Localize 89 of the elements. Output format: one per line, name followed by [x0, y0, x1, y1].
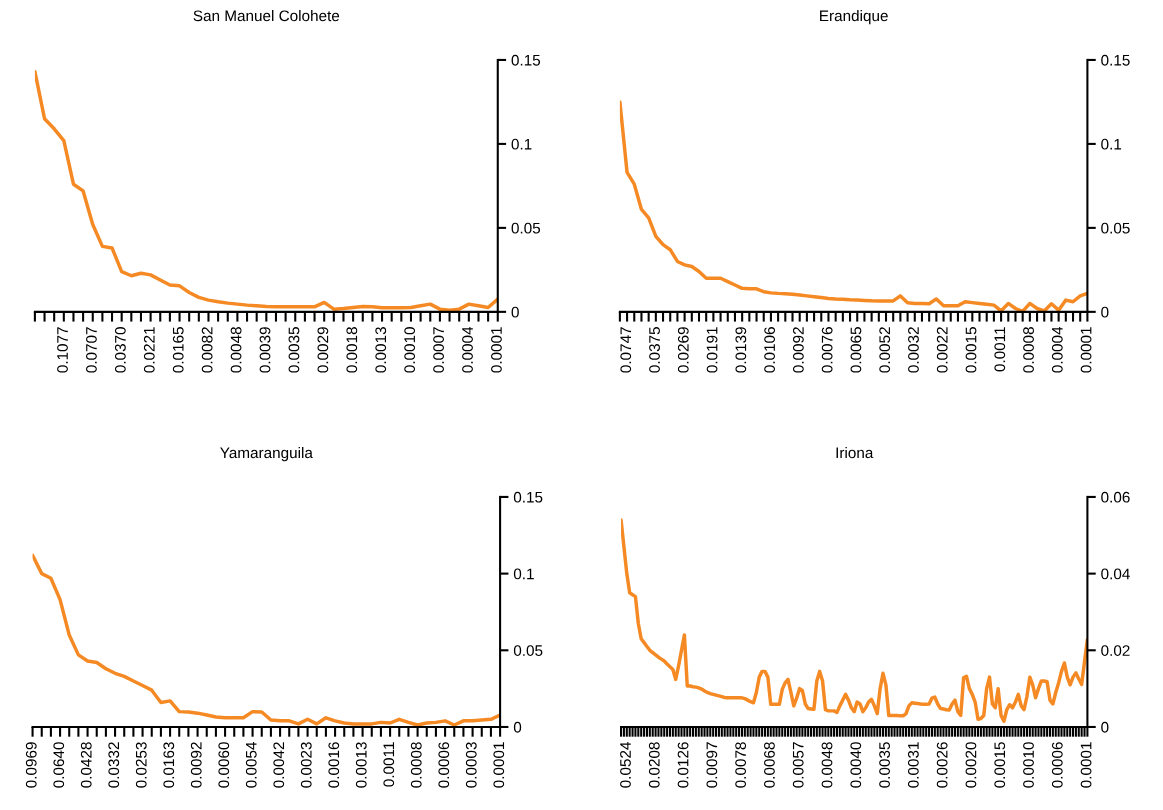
x-tick-label: 0.0126 — [677, 742, 689, 788]
x-tick-label: 0.0092 — [792, 327, 804, 373]
x-tick-label: 0.0054 — [245, 742, 257, 788]
x-tick-label: 0.0042 — [273, 742, 285, 788]
y-tick-label: 0.02 — [1101, 645, 1130, 656]
y-tick-label: 0.15 — [513, 491, 543, 503]
x-tick-label: 0.0524 — [620, 742, 631, 788]
x-tick-label: 0.0370 — [114, 327, 126, 373]
y-tick-label: 0.06 — [1101, 491, 1130, 503]
x-tick-label: 0.0010 — [1023, 742, 1034, 788]
x-tick-label: 0.0029 — [317, 327, 329, 373]
x-tick-label: 0.0001 — [1080, 742, 1092, 788]
x-tick-label: 0.0004 — [462, 326, 473, 373]
x-tick-label: 0.0191 — [706, 327, 718, 373]
x-tick-label: 0.0065 — [850, 327, 862, 373]
x-tick-label: 0.0006 — [1051, 742, 1063, 788]
x-tick-label: 0.0006 — [438, 742, 450, 788]
x-tick-label: 0.0039 — [259, 327, 271, 373]
x-tick-label: 0.0022 — [936, 327, 948, 373]
y-tick-label: 0.05 — [513, 645, 543, 656]
x-tick-label: 0.0020 — [965, 742, 977, 788]
x-tick-label: 0.0208 — [648, 742, 660, 788]
x-tick-label: 0.0640 — [53, 742, 65, 788]
x-tick-label: 0.0747 — [620, 327, 632, 373]
y-tick-label: 0 — [1101, 721, 1109, 733]
x-tick-label: 0.0068 — [764, 742, 775, 788]
chart-title: Erandique — [820, 9, 888, 25]
x-tick-label: 0.0035 — [288, 327, 300, 373]
x-tick-label: 0.0035 — [879, 742, 890, 788]
x-tick-label: 0.0040 — [850, 742, 862, 788]
x-tick-label: 0.0001 — [1080, 327, 1092, 373]
x-tick-label: 0.0026 — [936, 742, 948, 788]
x-tick-label: 0.0221 — [143, 327, 155, 373]
x-tick-label: 0.0048 — [821, 742, 833, 788]
x-tick-label: 0.0428 — [80, 742, 92, 788]
x-tick-label: 0.0018 — [346, 327, 358, 373]
x-tick-label: 0.0052 — [879, 327, 891, 373]
y-tick-label: 0 — [513, 721, 522, 733]
x-tick-label: 0.0032 — [908, 327, 919, 373]
x-tick-label: 0.0011 — [994, 327, 1006, 372]
x-tick-label: 0.0078 — [735, 742, 747, 788]
y-tick-label: 0.04 — [1101, 568, 1130, 580]
x-tick-label: 0.0269 — [677, 327, 689, 373]
x-tick-label: 0.0031 — [907, 742, 919, 788]
x-tick-label: 0.0010 — [404, 327, 416, 373]
x-tick-label: 0.0375 — [649, 327, 660, 373]
x-tick-label: 0.0057 — [792, 742, 804, 788]
chart-title: Yamaranguila — [220, 446, 313, 462]
y-tick-label: 0.05 — [1101, 222, 1130, 234]
x-tick-label: 0.0253 — [135, 742, 147, 788]
x-tick-label: 0.0008 — [410, 742, 422, 788]
y-tick-label: 0 — [1101, 306, 1109, 318]
x-tick-label: 0.0707 — [86, 327, 97, 373]
y-tick-label: 0.05 — [511, 222, 541, 234]
x-tick-label: 0.0015 — [994, 742, 1006, 788]
x-tick-label: 0.0015 — [965, 327, 977, 373]
y-tick-label: 0 — [511, 306, 519, 318]
x-tick-label: 0.0004 — [1051, 326, 1063, 373]
x-tick-label: 0.0106 — [764, 327, 776, 373]
x-tick-label: 0.0003 — [465, 742, 477, 788]
x-tick-label: 0.0163 — [163, 742, 175, 788]
y-tick-label: 0.15 — [511, 54, 541, 66]
y-tick-label: 0.1 — [511, 138, 532, 150]
x-tick-label: 0.0082 — [201, 327, 213, 373]
x-tick-label: 0.0097 — [706, 742, 718, 788]
chart-title: Iriona — [836, 446, 874, 459]
x-tick-label: 0.0016 — [328, 742, 340, 788]
x-tick-label: 0.0092 — [190, 742, 202, 788]
x-tick-label: 0.0011 — [383, 742, 395, 787]
x-tick-label: 0.0165 — [172, 327, 184, 373]
y-tick-label: 0.1 — [513, 568, 534, 580]
x-tick-label: 0.0013 — [375, 327, 387, 373]
x-tick-label: 0.0007 — [433, 327, 445, 373]
x-tick-label: 0.0001 — [491, 327, 502, 373]
x-tick-label: 0.0969 — [25, 742, 37, 788]
y-tick-label: 0.1 — [1101, 138, 1122, 150]
x-tick-label: 0.0076 — [821, 327, 833, 373]
x-tick-label: 0.0048 — [230, 327, 242, 373]
x-tick-label: 0.0001 — [493, 742, 505, 788]
line-series — [621, 518, 1088, 723]
x-tick-label: 0.0023 — [300, 742, 312, 788]
chart-title: San Manuel Colohete — [193, 9, 340, 22]
x-tick-label: 0.0013 — [355, 742, 367, 788]
x-tick-label: 0.1077 — [57, 327, 68, 373]
x-tick-label: 0.0008 — [1023, 327, 1034, 373]
y-tick-label: 0.15 — [1101, 54, 1130, 66]
x-tick-label: 0.0060 — [218, 742, 230, 788]
x-tick-label: 0.0332 — [108, 742, 120, 788]
x-tick-label: 0.0139 — [735, 327, 747, 373]
